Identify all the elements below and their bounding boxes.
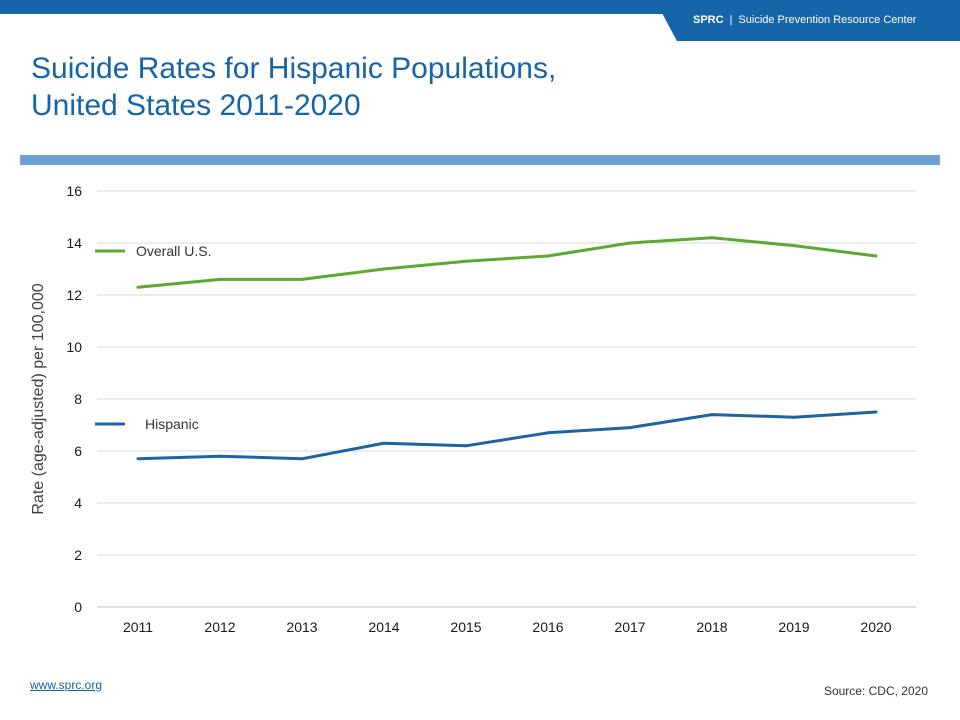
data-point	[300, 457, 304, 461]
x-tick-label: 2019	[778, 619, 809, 635]
data-point	[136, 285, 140, 289]
y-tick-label: 14	[66, 235, 82, 251]
data-point	[136, 457, 140, 461]
x-tick-label: 2014	[368, 619, 399, 635]
title-line-2: United States 2011-2020	[31, 89, 361, 122]
y-tick-label: 4	[74, 495, 82, 511]
data-point	[382, 441, 386, 445]
source-note: Source: CDC, 2020	[823, 684, 928, 698]
y-tick-label: 6	[74, 443, 82, 459]
data-point	[464, 259, 468, 263]
y-tick-label: 16	[66, 183, 82, 199]
data-point	[218, 277, 222, 281]
y-tick-label: 0	[74, 599, 82, 615]
data-point	[874, 410, 878, 414]
sprc-website-link[interactable]: www.sprc.org	[30, 678, 103, 692]
x-tick-label: 2013	[286, 619, 317, 635]
data-point	[464, 444, 468, 448]
title-divider	[20, 155, 940, 165]
y-tick-label: 10	[66, 339, 82, 355]
org-full-name: Suicide Prevention Resource Center	[738, 14, 917, 26]
page-title: Suicide Rates for Hispanic Populations, …	[31, 50, 731, 124]
data-point	[300, 277, 304, 281]
x-tick-label: 2015	[450, 619, 481, 635]
y-tick-label: 2	[74, 547, 82, 563]
y-tick-label: 8	[74, 391, 82, 407]
series-line-overall	[137, 236, 877, 289]
y-axis-title: Rate (age-adjusted) per 100,000	[30, 283, 47, 514]
data-point	[792, 415, 796, 419]
x-tick-label: 2011	[123, 619, 153, 635]
x-tick-label: 2016	[532, 619, 563, 635]
x-tick-label: 2018	[696, 619, 727, 635]
x-tick-label: 2012	[204, 619, 235, 635]
data-point	[546, 431, 550, 435]
title-line-1: Suicide Rates for Hispanic Populations,	[31, 52, 557, 85]
x-tick-label: 2020	[860, 619, 891, 635]
data-point	[874, 254, 878, 258]
header-separator: |	[729, 14, 733, 26]
legend-label: Hispanic	[145, 416, 199, 432]
series-line-hispanic	[137, 410, 877, 461]
line-chart: 0 2 4 6 8 10 12 14 16 2011 2012 2013 2014 2015 2016 201…	[30, 183, 916, 635]
data-point	[710, 413, 714, 417]
data-point	[792, 244, 796, 248]
legend-label: Overall U.S.	[136, 243, 211, 259]
x-tick-label: 2017	[614, 619, 645, 635]
y-tick-label: 12	[66, 287, 82, 303]
org-short-name: SPRC	[693, 14, 724, 26]
data-point	[546, 254, 550, 258]
data-point	[710, 236, 714, 240]
data-point	[628, 426, 632, 430]
header-tab: SPRC | Suicide Prevention Resource Center	[655, 0, 960, 41]
data-point	[382, 267, 386, 271]
data-point	[218, 454, 222, 458]
data-point	[628, 241, 632, 245]
